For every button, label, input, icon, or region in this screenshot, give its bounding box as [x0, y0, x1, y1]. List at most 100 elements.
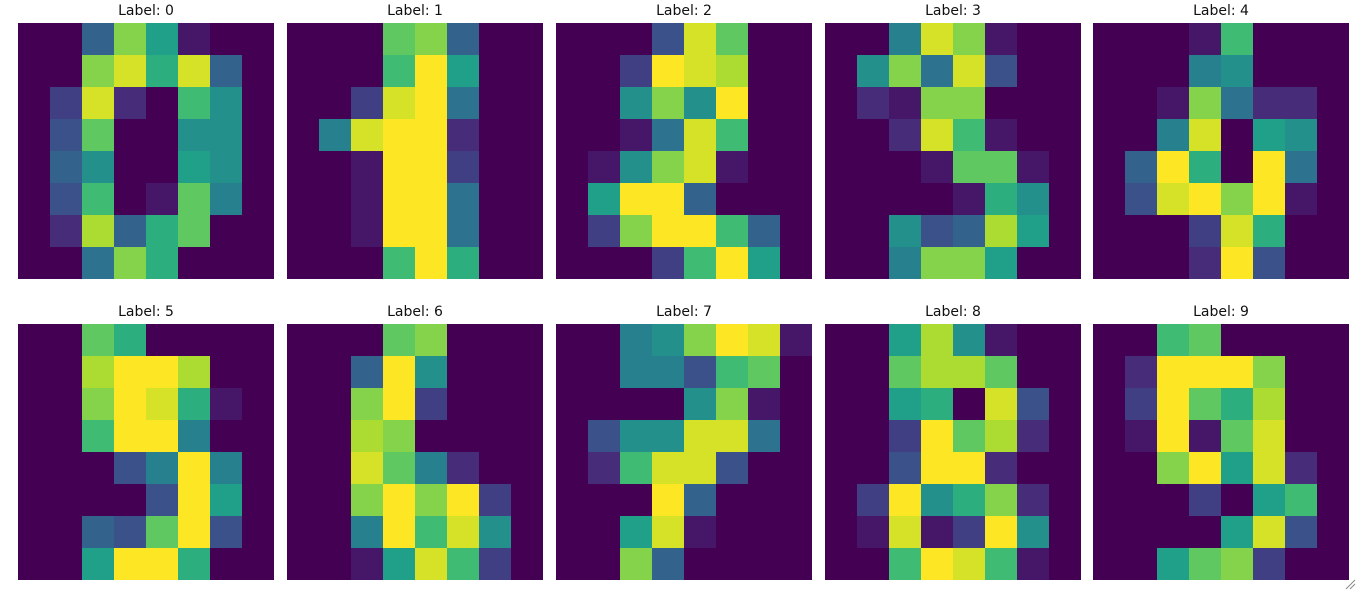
pixel-cell: [556, 548, 589, 580]
pixel-cell: [114, 247, 147, 279]
pixel-cell: [620, 119, 653, 152]
pixel-cell: [889, 151, 922, 184]
pixel-cell: [684, 516, 717, 549]
pixel-cell: [146, 23, 179, 56]
pixel-cell: [479, 484, 512, 517]
digit-panel-1: Label: 1: [287, 3, 543, 279]
pixel-cell: [178, 356, 211, 389]
pixel-cell: [351, 183, 384, 216]
pixel-cell: [447, 548, 480, 580]
pixel-cell: [210, 23, 243, 56]
pixel-cell: [1049, 55, 1081, 88]
pixel-cell: [18, 183, 51, 216]
pixel-cell: [18, 87, 51, 120]
pixel-cell: [319, 420, 352, 453]
panel-title: Label: 5: [118, 304, 174, 320]
pixel-cell: [1253, 215, 1286, 248]
pixel-cell: [857, 548, 890, 580]
pixel-cell: [178, 516, 211, 549]
pixel-cell: [889, 215, 922, 248]
pixel-cell: [716, 548, 749, 580]
pixel-cell: [479, 215, 512, 248]
pixel-cell: [114, 183, 147, 216]
pixel-cell: [146, 548, 179, 580]
pixel-cell: [511, 247, 543, 279]
pixel-cell: [415, 356, 448, 389]
pixel-cell: [953, 247, 986, 279]
pixel-cell: [82, 452, 115, 485]
pixel-cell: [210, 87, 243, 120]
pixel-cell: [716, 119, 749, 152]
pixel-cell: [1253, 356, 1286, 389]
pixel-cell: [1285, 119, 1318, 152]
pixel-cell: [178, 388, 211, 421]
pixel-cell: [1125, 183, 1158, 216]
pixel-cell: [287, 119, 320, 152]
pixel-cell: [1189, 356, 1222, 389]
pixel-cell: [1317, 516, 1349, 549]
pixel-cell: [351, 548, 384, 580]
pixel-cell: [178, 119, 211, 152]
pixel-cell: [1189, 420, 1222, 453]
pixel-cell: [146, 388, 179, 421]
panel-title: Label: 6: [387, 304, 443, 320]
pixel-cell: [889, 324, 922, 357]
pixel-cell: [921, 247, 954, 279]
pixel-cell: [921, 324, 954, 357]
pixel-cell: [953, 151, 986, 184]
pixel-cell: [588, 55, 621, 88]
panel-title: Label: 8: [925, 304, 981, 320]
pixel-cell: [652, 119, 685, 152]
pixel-cell: [556, 23, 589, 56]
pixel-cell: [825, 23, 858, 56]
pixel-cell: [351, 55, 384, 88]
pixel-cell: [447, 452, 480, 485]
pixel-cell: [351, 247, 384, 279]
pixel-cell: [780, 87, 812, 120]
pixel-cell: [351, 23, 384, 56]
pixel-cell: [351, 119, 384, 152]
pixel-cell: [857, 151, 890, 184]
pixel-cell: [1157, 324, 1190, 357]
pixel-cell: [82, 388, 115, 421]
pixel-cell: [1285, 388, 1318, 421]
pixel-cell: [716, 324, 749, 357]
pixel-cell: [985, 23, 1018, 56]
pixel-cell: [178, 324, 211, 357]
pixel-cell: [889, 548, 922, 580]
pixel-cell: [588, 215, 621, 248]
pixel-cell: [857, 23, 890, 56]
pixel-cell: [146, 452, 179, 485]
pixel-cell: [1049, 420, 1081, 453]
pixel-cell: [18, 55, 51, 88]
pixel-cell: [588, 183, 621, 216]
pixel-cell: [242, 87, 274, 120]
pixel-cell: [50, 215, 83, 248]
pixel-cell: [620, 87, 653, 120]
pixel-cell: [447, 356, 480, 389]
pixel-cell: [447, 484, 480, 517]
resize-grip-icon[interactable]: [1344, 578, 1356, 590]
pixel-cell: [953, 356, 986, 389]
pixel-cell: [178, 215, 211, 248]
pixel-cell: [479, 452, 512, 485]
panel-title: Label: 1: [387, 3, 443, 19]
pixel-cell: [825, 215, 858, 248]
pixel-cell: [921, 55, 954, 88]
pixel-cell: [1017, 388, 1050, 421]
pixel-cell: [210, 55, 243, 88]
pixel-cell: [780, 420, 812, 453]
pixel-cell: [1253, 484, 1286, 517]
pixel-cell: [1125, 388, 1158, 421]
pixel-cell: [287, 215, 320, 248]
pixel-cell: [953, 452, 986, 485]
pixel-cell: [1125, 87, 1158, 120]
pixel-cell: [479, 388, 512, 421]
pixel-cell: [1157, 452, 1190, 485]
pixel-cell: [287, 87, 320, 120]
pixel-cell: [242, 484, 274, 517]
pixel-cell: [1221, 516, 1254, 549]
pixel-cell: [319, 356, 352, 389]
pixel-cell: [1049, 324, 1081, 357]
pixel-cell: [82, 183, 115, 216]
